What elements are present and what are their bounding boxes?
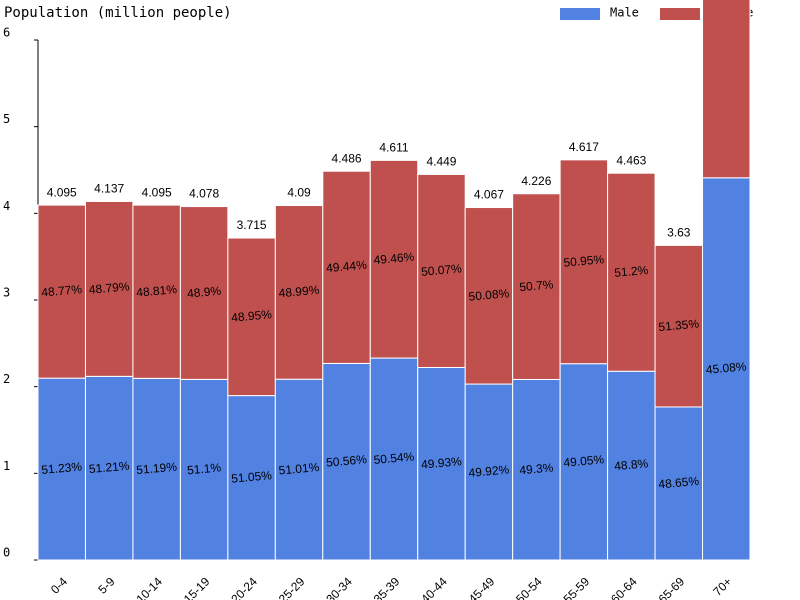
total-label: 4.486 xyxy=(332,151,362,165)
bar-segment xyxy=(227,395,276,561)
bar-segment xyxy=(654,244,704,408)
y-tick-label: 1 xyxy=(3,459,10,473)
x-tick-label: 35-39 xyxy=(371,574,403,600)
y-tick-label: 4 xyxy=(3,199,10,213)
bar-segment xyxy=(607,172,656,372)
total-label: 4.611 xyxy=(379,141,408,155)
bar-segment xyxy=(702,0,751,179)
x-tick-label: 60-64 xyxy=(608,574,640,600)
y-tick-label: 3 xyxy=(3,286,10,300)
segment-label: 51.2% xyxy=(614,263,649,280)
bar-segment xyxy=(322,362,371,561)
total-label: 3.715 xyxy=(237,218,267,232)
segment-label: 51.21% xyxy=(88,459,130,477)
bar-segment xyxy=(512,193,561,380)
bar-segment xyxy=(132,204,181,379)
x-tick-label: 55-59 xyxy=(561,574,593,600)
segment-label: 49.44% xyxy=(326,258,368,276)
segment-label: 50.56% xyxy=(326,452,368,470)
segment-label: 50.54% xyxy=(373,449,415,467)
x-tick-label: 50-54 xyxy=(513,574,545,600)
x-tick-label: 30-34 xyxy=(323,574,355,600)
total-label: 4.617 xyxy=(569,140,599,154)
bar-segment xyxy=(607,370,656,561)
bar-segment xyxy=(322,170,371,364)
segment-label: 49.3% xyxy=(519,460,554,477)
bar-segment xyxy=(417,367,466,561)
x-tick-label: 70+ xyxy=(710,574,734,598)
legend-swatch xyxy=(660,8,700,20)
bar-segment xyxy=(37,377,86,561)
x-tick-label: 65-69 xyxy=(656,574,688,600)
total-label: 4.449 xyxy=(426,155,456,169)
total-label: 4.078 xyxy=(189,187,219,201)
segment-label: 50.95% xyxy=(563,252,605,270)
x-tick-label: 40-44 xyxy=(418,574,450,600)
segment-label: 51.1% xyxy=(187,460,222,477)
segment-label: 50.08% xyxy=(468,286,510,304)
segment-label: 48.95% xyxy=(231,307,273,325)
segment-label: 48.79% xyxy=(88,279,130,297)
y-tick-label: 0 xyxy=(3,546,10,560)
bar-segment xyxy=(84,375,134,561)
total-label: 4.095 xyxy=(47,185,77,199)
y-tick-label: 5 xyxy=(3,112,10,126)
bar-segment xyxy=(369,159,419,359)
segment-label: 51.01% xyxy=(278,460,320,478)
bar-segment xyxy=(702,177,751,561)
legend-label: Male xyxy=(610,6,639,20)
y-tick-label: 2 xyxy=(3,372,10,386)
x-tick-label: 15-19 xyxy=(181,574,213,600)
x-tick-label: 5-9 xyxy=(95,574,117,596)
segment-label: 50.7% xyxy=(519,277,554,294)
total-label: 4.137 xyxy=(94,182,124,196)
segment-label: 51.23% xyxy=(41,459,83,477)
bar-segment xyxy=(84,200,134,377)
x-tick-label: 10-14 xyxy=(133,574,165,600)
x-tick-label: 25-29 xyxy=(276,574,308,600)
chart-title: Population (million people) xyxy=(4,5,232,21)
segment-label: 48.99% xyxy=(278,283,320,301)
segment-label: 49.92% xyxy=(468,462,510,480)
bar-segment xyxy=(417,173,466,369)
segment-label: 48.65% xyxy=(658,474,700,492)
segment-label: 51.05% xyxy=(231,468,273,486)
segment-label: 48.81% xyxy=(136,282,178,300)
segment-label: 49.93% xyxy=(421,454,463,472)
segment-label: 49.05% xyxy=(563,452,605,470)
x-tick-label: 45-49 xyxy=(466,574,498,600)
bar-segment xyxy=(559,159,609,365)
total-label: 4.095 xyxy=(142,185,172,199)
total-label: 4.463 xyxy=(616,153,646,167)
segment-label: 48.77% xyxy=(41,282,83,300)
bar-segment xyxy=(559,363,609,561)
y-tick-label: 6 xyxy=(3,26,10,40)
segment-label: 49.46% xyxy=(373,250,415,268)
bar-segment xyxy=(654,406,704,561)
bar-segment xyxy=(512,378,561,561)
total-label: 4.067 xyxy=(474,188,504,202)
segment-label: 51.35% xyxy=(658,317,700,335)
bar-segment xyxy=(132,377,181,561)
segment-label: 45.08% xyxy=(705,359,747,377)
total-label: 4.09 xyxy=(287,186,311,200)
total-label: 3.63 xyxy=(667,226,691,240)
segment-label: 51.19% xyxy=(136,460,178,478)
legend-swatch xyxy=(560,8,600,20)
segment-label: 50.07% xyxy=(421,261,463,279)
bar-segment xyxy=(179,206,229,380)
segment-label: 48.9% xyxy=(187,284,222,301)
total-label: 4.226 xyxy=(521,174,551,188)
bar-segment xyxy=(464,207,514,385)
segment-label: 48.8% xyxy=(614,456,649,473)
x-tick-label: 20-24 xyxy=(228,574,260,600)
x-tick-label: 0-4 xyxy=(48,574,70,596)
